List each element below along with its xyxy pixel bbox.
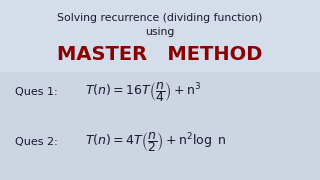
- FancyBboxPatch shape: [0, 0, 320, 72]
- Text: $T(n) = 4T\left(\dfrac{n}{2}\right) + \mathrm{n}^2\log\ \mathrm{n}$: $T(n) = 4T\left(\dfrac{n}{2}\right) + \m…: [85, 130, 226, 154]
- Text: using: using: [145, 27, 175, 37]
- Text: Solving recurrence (dividing function): Solving recurrence (dividing function): [57, 13, 263, 23]
- Text: Ques 2:: Ques 2:: [15, 137, 58, 147]
- Text: MASTER   METHOD: MASTER METHOD: [57, 46, 263, 64]
- Text: $T(n) = 16T\left(\dfrac{n}{4}\right) + \mathrm{n}^3$: $T(n) = 16T\left(\dfrac{n}{4}\right) + \…: [85, 80, 201, 104]
- Text: Ques 1:: Ques 1:: [15, 87, 58, 97]
